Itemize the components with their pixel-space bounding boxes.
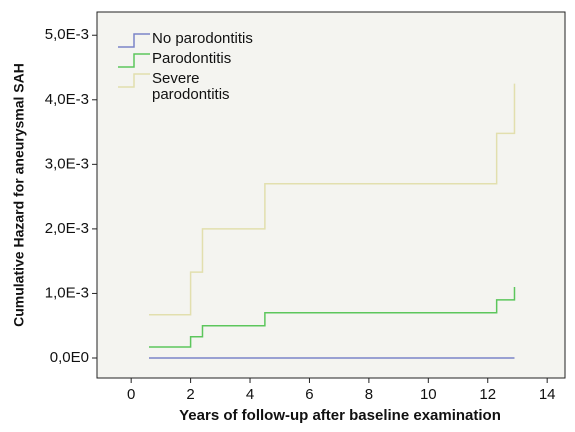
y-axis-title: Cumulative Hazard for aneurysmal SAH <box>11 63 27 327</box>
x-tick-label: 10 <box>420 386 437 403</box>
x-tick-label: 8 <box>365 386 373 403</box>
x-axis-title: Years of follow-up after baseline examin… <box>179 407 501 424</box>
legend-item: No parodontitis <box>152 31 253 47</box>
legend-symbol <box>118 53 150 68</box>
y-tick-label: 1,0E-3 <box>45 284 89 301</box>
legend-symbol <box>118 33 150 48</box>
y-tick-label: 5,0E-3 <box>45 26 89 43</box>
legend-label: No parodontitis <box>152 31 253 47</box>
y-tick-label: 2,0E-3 <box>45 220 89 237</box>
y-tick-label: 3,0E-3 <box>45 155 89 172</box>
x-tick-label: 14 <box>539 386 556 403</box>
x-tick-label: 12 <box>479 386 496 403</box>
legend-item: Severe parodontitis <box>152 71 230 103</box>
legend-item: Parodontitis <box>152 51 232 67</box>
legend-label: Severe parodontitis <box>152 71 230 103</box>
x-tick-label: 0 <box>127 386 135 403</box>
x-tick-label: 6 <box>305 386 313 403</box>
x-tick-label: 4 <box>246 386 254 403</box>
legend-label: Parodontitis <box>152 51 232 67</box>
x-tick-label: 2 <box>186 386 194 403</box>
y-tick-label: 4,0E-3 <box>45 91 89 108</box>
step-line <box>149 286 516 348</box>
step-line <box>149 83 516 316</box>
plot-area <box>96 11 566 379</box>
legend-symbol <box>118 73 150 88</box>
y-tick-label: 0,0E0 <box>50 349 89 366</box>
